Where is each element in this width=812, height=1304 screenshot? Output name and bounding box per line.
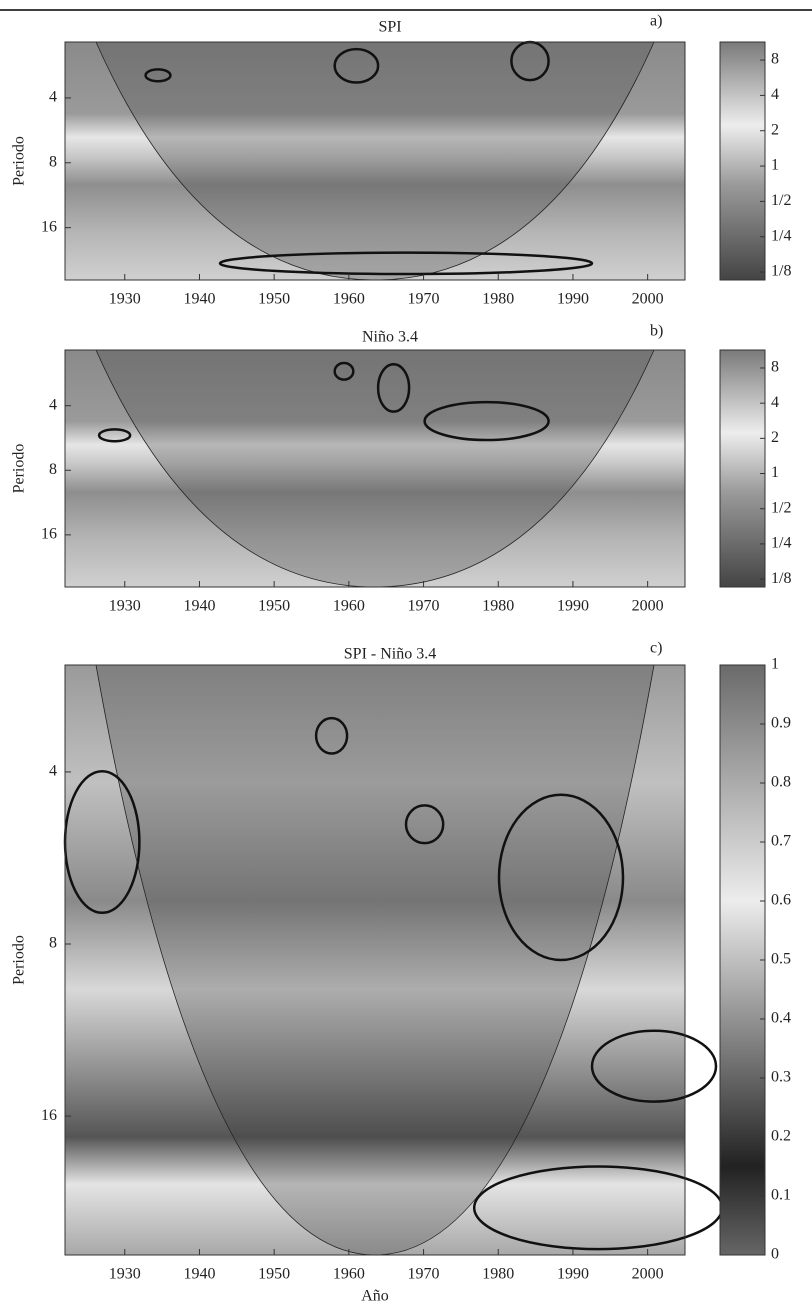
significance-contour xyxy=(497,793,625,962)
x-tick-label: 2000 xyxy=(632,598,664,615)
y-tick-label: 8 xyxy=(49,935,57,952)
colorbar-tick-label: 1 xyxy=(771,656,779,673)
x-tick-label: 1930 xyxy=(109,1266,141,1283)
x-tick-label: 1950 xyxy=(258,291,290,308)
significance-contour xyxy=(376,362,411,413)
y-axis-label: Periodo xyxy=(11,136,28,186)
x-tick-label: 1970 xyxy=(408,1266,440,1283)
colorbar-tick-label: 1/8 xyxy=(771,263,791,280)
y-tick-label: 8 xyxy=(49,153,57,170)
colorbar-tick-label: 8 xyxy=(771,359,779,376)
x-tick-label: 1960 xyxy=(333,598,365,615)
y-tick-label: 8 xyxy=(49,461,57,478)
significance-contour xyxy=(333,361,355,381)
y-tick-label: 16 xyxy=(41,1107,57,1124)
x-tick-label: 1990 xyxy=(557,1266,589,1283)
x-tick-label: 1970 xyxy=(408,598,440,615)
panel-label: b) xyxy=(650,323,663,340)
panel-title: SPI - Niño 3.4 xyxy=(344,646,436,663)
colorbar-tick-label: 1/8 xyxy=(771,570,791,587)
significance-contour xyxy=(97,428,132,443)
colorbar xyxy=(719,349,766,588)
x-tick-label: 1960 xyxy=(333,291,365,308)
colorbar-tick-label: 1/2 xyxy=(771,499,791,516)
x-tick-label: 1950 xyxy=(258,1266,290,1283)
x-tick-label: 1940 xyxy=(183,598,215,615)
x-tick-label: 1990 xyxy=(557,598,589,615)
heatmap-field xyxy=(65,42,685,280)
colorbar-tick-label: 0.8 xyxy=(771,774,791,791)
x-tick-label: 1970 xyxy=(408,291,440,308)
x-tick-label: 1990 xyxy=(557,291,589,308)
colorbar-tick-label: 0.4 xyxy=(771,1010,791,1027)
significance-contour xyxy=(590,1029,718,1103)
colorbar-tick-label: 1 xyxy=(771,464,779,481)
significance-contour xyxy=(404,804,445,845)
plot-frame xyxy=(64,41,686,281)
colorbar-tick-label: 4 xyxy=(771,394,779,411)
panel-label: a) xyxy=(650,13,662,30)
panel-title: SPI xyxy=(378,19,401,36)
colorbar-tick-label: 1/2 xyxy=(771,192,791,209)
y-axis-label: Periodo xyxy=(11,935,28,985)
colorbar-tick-label: 2 xyxy=(771,429,779,446)
y-tick-label: 4 xyxy=(49,396,57,413)
x-tick-label: 1980 xyxy=(482,291,514,308)
colorbar-tick-label: 0.9 xyxy=(771,715,791,732)
heatmap-field xyxy=(65,665,685,1255)
colorbar xyxy=(719,664,766,1256)
x-tick-label: 1930 xyxy=(109,598,141,615)
panel-label: c) xyxy=(650,640,662,657)
panel-title: Niño 3.4 xyxy=(362,329,418,346)
heatmap-field xyxy=(65,350,685,587)
x-tick-label: 1980 xyxy=(482,598,514,615)
colorbar-tick-label: 0.7 xyxy=(771,833,791,850)
colorbar-tick-label: 4 xyxy=(771,86,779,103)
colorbar-tick-label: 1/4 xyxy=(771,227,791,244)
significance-contour xyxy=(423,400,550,442)
x-tick-label: 1950 xyxy=(258,598,290,615)
y-tick-label: 4 xyxy=(49,763,57,780)
plot-frame xyxy=(64,664,686,1256)
colorbar-tick-label: 8 xyxy=(771,51,779,68)
x-tick-label: 1940 xyxy=(183,291,215,308)
colorbar-tick-label: 0.1 xyxy=(771,1187,791,1204)
y-axis-label: Periodo xyxy=(11,444,28,494)
x-tick-label: 1980 xyxy=(482,1266,514,1283)
significance-contour xyxy=(144,68,172,83)
x-axis-label: Año xyxy=(361,1288,389,1304)
colorbar xyxy=(719,41,766,281)
y-tick-label: 16 xyxy=(41,218,57,235)
colorbar-tick-label: 0.3 xyxy=(771,1069,791,1086)
x-tick-label: 2000 xyxy=(632,291,664,308)
colorbar-tick-label: 1/4 xyxy=(771,535,791,552)
x-tick-label: 2000 xyxy=(632,1266,664,1283)
significance-contour xyxy=(333,47,380,84)
colorbar-tick-label: 2 xyxy=(771,121,779,138)
x-tick-label: 1940 xyxy=(183,1266,215,1283)
colorbar-tick-label: 0.2 xyxy=(771,1128,791,1145)
colorbar-tick-label: 0.5 xyxy=(771,951,791,968)
x-tick-label: 1930 xyxy=(109,291,141,308)
y-tick-label: 16 xyxy=(41,526,57,543)
plot-frame xyxy=(64,349,686,588)
significance-contour xyxy=(218,251,594,276)
significance-contour xyxy=(314,716,349,755)
y-tick-label: 4 xyxy=(49,89,57,106)
colorbar-tick-label: 0.6 xyxy=(771,892,791,909)
colorbar-tick-label: 0 xyxy=(771,1246,779,1263)
colorbar-tick-label: 1 xyxy=(771,157,779,174)
x-tick-label: 1960 xyxy=(333,1266,365,1283)
